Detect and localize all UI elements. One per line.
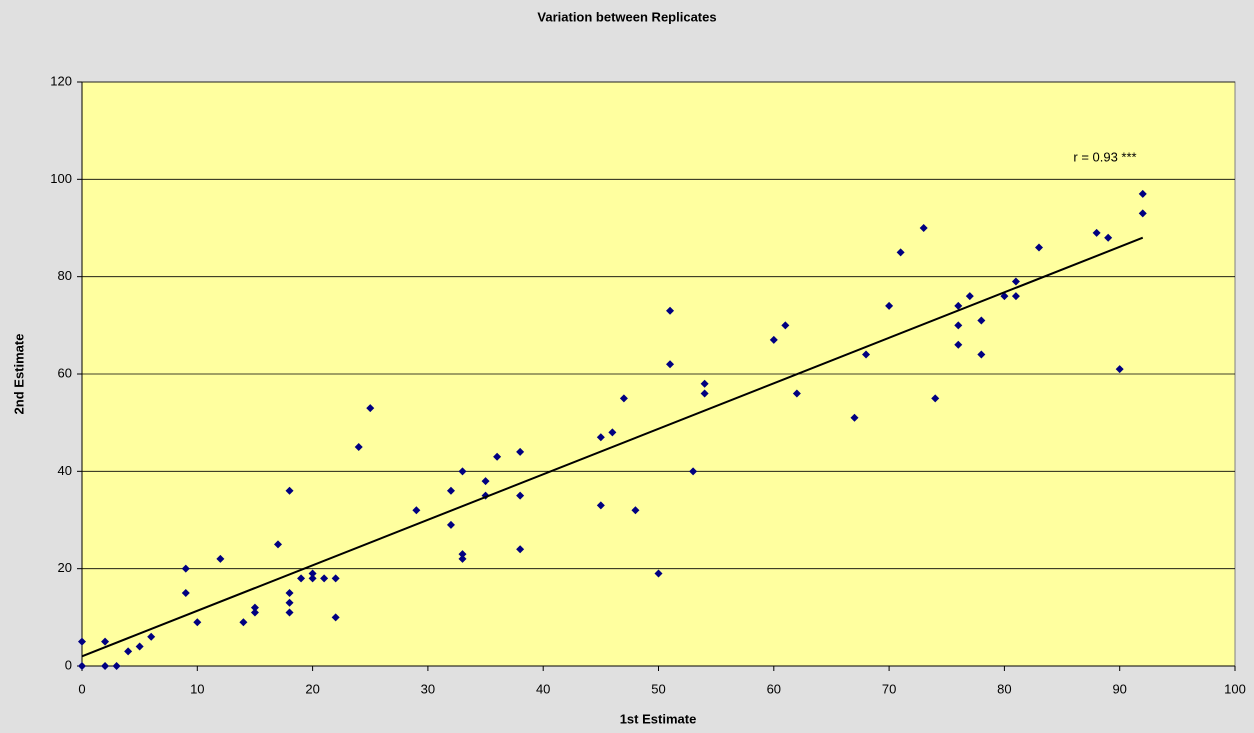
point [285,486,294,495]
point [239,618,248,627]
x-axis-label: 1st Estimate [620,711,697,726]
point [608,428,617,437]
point [181,589,190,597]
point [700,379,709,388]
x-tick-label: 30 [421,681,435,696]
point [285,589,294,597]
point [285,598,294,607]
point [331,574,340,583]
point [297,574,306,583]
point [135,642,144,651]
annotation: r = 0.93 *** [1073,149,1136,164]
point [516,545,525,554]
point [481,477,490,486]
point [354,443,363,451]
point [792,389,801,398]
y-tick-label: 80 [58,268,72,283]
point [412,506,421,515]
point [446,520,455,529]
point [700,389,709,398]
x-tick-label: 80 [997,681,1011,696]
point [631,506,640,515]
chart-title: Variation between Replicates [537,9,716,24]
point [250,603,259,612]
point [666,360,675,369]
trendline [81,236,1144,658]
point [919,224,928,232]
point [1104,233,1113,242]
point [666,306,675,315]
point [896,248,905,257]
point [147,632,156,641]
x-tick-label: 10 [190,681,204,696]
point [274,540,283,549]
point [446,486,455,495]
point [285,608,294,617]
point [1034,243,1043,252]
point [516,491,525,500]
point [965,292,974,301]
point [78,637,86,646]
x-tick-label: 60 [767,681,781,696]
point [308,569,317,578]
y-tick-label: 100 [50,171,72,186]
point [1011,277,1020,286]
point [181,564,190,573]
point [101,637,110,646]
y-tick-label: 40 [58,463,72,478]
point [101,662,110,670]
point [1138,189,1147,198]
point [689,467,698,476]
point [1011,292,1020,301]
point [458,550,467,559]
point [1092,228,1101,237]
point [78,662,86,670]
point [112,662,121,670]
point [516,447,525,456]
point [320,574,329,583]
point [619,394,628,403]
point [193,618,202,627]
point [596,501,605,510]
point [458,467,467,476]
x-tick-label: 40 [536,681,550,696]
x-tick-label: 90 [1112,681,1126,696]
point [331,613,340,622]
point [216,554,225,563]
point [850,413,859,422]
point [596,433,605,442]
point [1138,209,1147,218]
point [366,404,375,413]
point [1115,365,1124,374]
point [458,554,467,563]
point [124,647,133,656]
y-tick-label: 20 [58,560,72,575]
x-tick-label: 0 [78,681,85,696]
point [769,335,778,344]
point [931,394,940,403]
point [250,608,259,617]
y-tick-label: 120 [50,73,72,88]
point [308,574,317,583]
x-tick-label: 100 [1224,681,1246,696]
point [493,452,502,461]
x-tick-label: 20 [305,681,319,696]
point [781,321,790,330]
point [862,350,871,359]
point [977,350,986,359]
point [885,301,894,310]
y-tick-label: 60 [58,365,72,380]
point [954,340,963,349]
point [954,301,963,310]
x-tick-label: 50 [651,681,665,696]
y-tick-label: 0 [65,657,72,672]
x-tick-label: 70 [882,681,896,696]
point [977,316,986,325]
y-axis-label: 2nd Estimate [11,334,26,415]
point [654,569,663,578]
point [954,321,963,330]
